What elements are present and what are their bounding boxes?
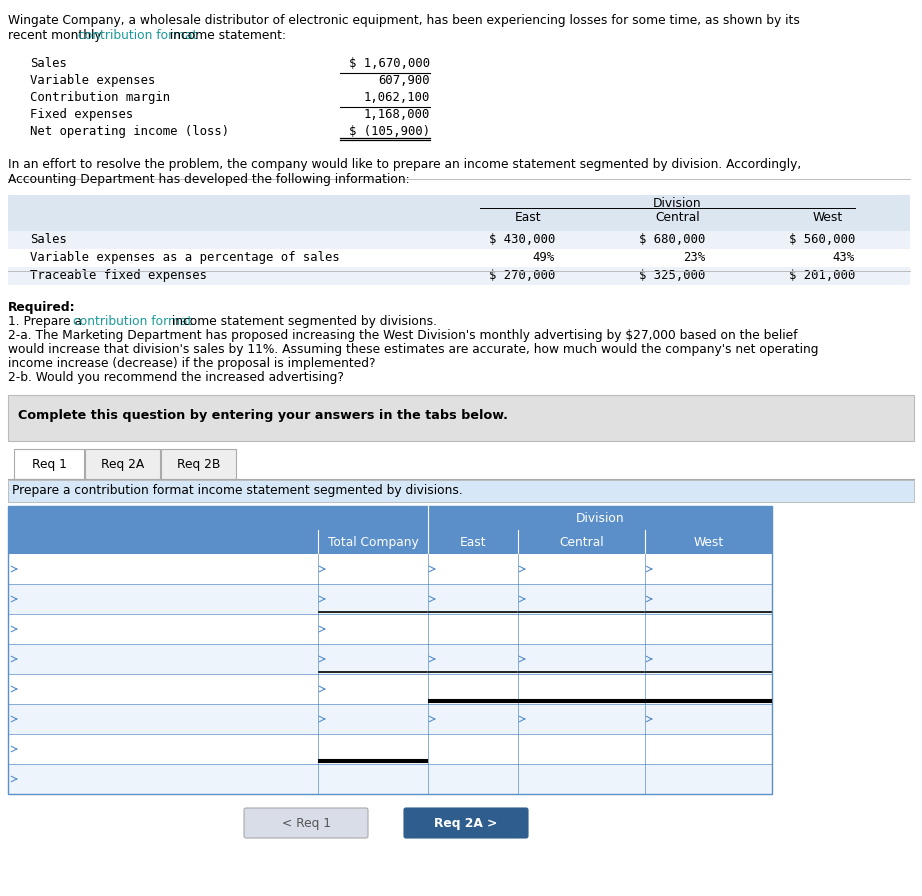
FancyBboxPatch shape — [8, 395, 914, 441]
Text: Traceable fixed expenses: Traceable fixed expenses — [30, 269, 207, 282]
Text: income statement:: income statement: — [166, 29, 286, 42]
FancyBboxPatch shape — [8, 530, 772, 554]
Text: Sales: Sales — [30, 233, 67, 246]
Text: Req 2A: Req 2A — [100, 458, 144, 470]
Text: Required:: Required: — [8, 301, 76, 314]
FancyBboxPatch shape — [14, 449, 84, 479]
FancyBboxPatch shape — [8, 231, 910, 249]
Text: $ 1,670,000: $ 1,670,000 — [349, 57, 430, 70]
Text: Wingate Company, a wholesale distributor of electronic equipment, has been exper: Wingate Company, a wholesale distributor… — [8, 14, 800, 27]
FancyBboxPatch shape — [8, 764, 772, 794]
FancyBboxPatch shape — [8, 584, 772, 614]
FancyBboxPatch shape — [404, 808, 528, 838]
Text: 43%: 43% — [833, 251, 855, 264]
Text: $ 325,000: $ 325,000 — [639, 269, 705, 282]
Text: recent monthly: recent monthly — [8, 29, 105, 42]
Text: In an effort to resolve the problem, the company would like to prepare an income: In an effort to resolve the problem, the… — [8, 158, 801, 171]
FancyBboxPatch shape — [8, 195, 910, 231]
Text: $ (105,900): $ (105,900) — [349, 125, 430, 138]
Text: $ 560,000: $ 560,000 — [788, 233, 855, 246]
Text: 1,168,000: 1,168,000 — [363, 108, 430, 121]
Text: Contribution margin: Contribution margin — [30, 91, 171, 104]
FancyBboxPatch shape — [8, 267, 910, 285]
Text: West: West — [813, 211, 843, 224]
Text: East: East — [514, 211, 541, 224]
Text: Division: Division — [575, 512, 624, 525]
Text: Prepare a contribution format income statement segmented by divisions.: Prepare a contribution format income sta… — [12, 484, 463, 497]
Text: 2-b. Would you recommend the increased advertising?: 2-b. Would you recommend the increased a… — [8, 371, 344, 384]
Text: Division: Division — [653, 197, 702, 210]
Text: 1,062,100: 1,062,100 — [363, 91, 430, 104]
Text: 23%: 23% — [683, 251, 705, 264]
FancyBboxPatch shape — [8, 644, 772, 674]
Text: Variable expenses as a percentage of sales: Variable expenses as a percentage of sal… — [30, 251, 339, 264]
Text: 607,900: 607,900 — [378, 74, 430, 87]
Text: income increase (decrease) if the proposal is implemented?: income increase (decrease) if the propos… — [8, 357, 375, 370]
Text: contribution format: contribution format — [78, 29, 197, 42]
Text: < Req 1: < Req 1 — [281, 816, 330, 830]
Text: income statement segmented by divisions.: income statement segmented by divisions. — [168, 315, 437, 328]
Text: Req 1: Req 1 — [31, 458, 66, 470]
Text: Central: Central — [656, 211, 701, 224]
FancyBboxPatch shape — [8, 704, 772, 734]
Text: Req 2B: Req 2B — [177, 458, 220, 470]
Text: contribution format: contribution format — [73, 315, 193, 328]
FancyBboxPatch shape — [85, 449, 160, 479]
Text: Complete this question by entering your answers in the tabs below.: Complete this question by entering your … — [18, 409, 508, 422]
Text: Sales: Sales — [30, 57, 67, 70]
Text: $ 680,000: $ 680,000 — [639, 233, 705, 246]
Text: would increase that division's sales by 11%. Assuming these estimates are accura: would increase that division's sales by … — [8, 343, 819, 356]
FancyBboxPatch shape — [244, 808, 368, 838]
Text: $ 270,000: $ 270,000 — [489, 269, 555, 282]
Text: 2-a. The Marketing Department has proposed increasing the West Division's monthl: 2-a. The Marketing Department has propos… — [8, 329, 798, 342]
Text: $ 430,000: $ 430,000 — [489, 233, 555, 246]
Text: Accounting Department has developed the following information:: Accounting Department has developed the … — [8, 173, 409, 186]
FancyBboxPatch shape — [8, 554, 772, 584]
Text: Req 2A >: Req 2A > — [434, 816, 498, 830]
Text: $ 201,000: $ 201,000 — [788, 269, 855, 282]
FancyBboxPatch shape — [8, 614, 772, 644]
FancyBboxPatch shape — [161, 449, 236, 479]
Text: Variable expenses: Variable expenses — [30, 74, 156, 87]
FancyBboxPatch shape — [8, 674, 772, 704]
Text: Total Company: Total Company — [327, 536, 419, 549]
FancyBboxPatch shape — [8, 480, 914, 502]
Text: East: East — [460, 536, 486, 549]
FancyBboxPatch shape — [8, 506, 772, 530]
Text: Net operating income (loss): Net operating income (loss) — [30, 125, 230, 138]
Text: Central: Central — [559, 536, 604, 549]
Text: 1. Prepare a: 1. Prepare a — [8, 315, 86, 328]
Text: Fixed expenses: Fixed expenses — [30, 108, 134, 121]
Text: 49%: 49% — [533, 251, 555, 264]
FancyBboxPatch shape — [8, 734, 772, 764]
Text: West: West — [693, 536, 724, 549]
